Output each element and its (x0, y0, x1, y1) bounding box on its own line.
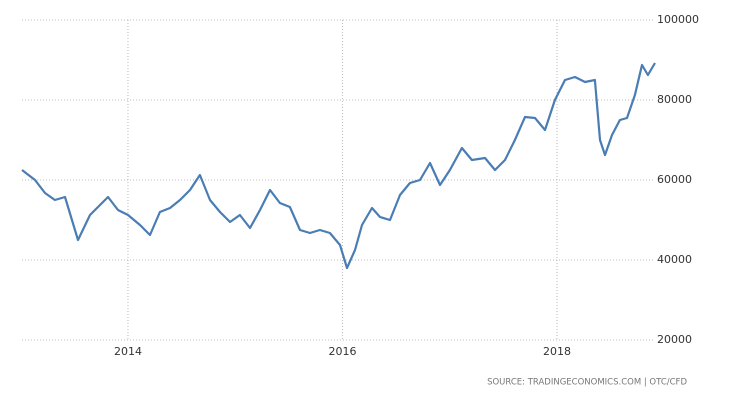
x-tick-label: 2018 (543, 345, 571, 358)
y-tick-label: 60000 (657, 173, 692, 186)
source-note: SOURCE: TRADINGECONOMICS.COM | OTC/CFD (487, 378, 687, 388)
y-tick-label: 20000 (657, 333, 692, 346)
y-tick-label: 100000 (657, 13, 699, 26)
data-line (21, 62, 656, 270)
y-tick-label: 80000 (657, 93, 692, 106)
y-tick-label: 40000 (657, 253, 692, 266)
x-tick-label: 2014 (114, 345, 142, 358)
x-tick-label: 2016 (328, 345, 356, 358)
